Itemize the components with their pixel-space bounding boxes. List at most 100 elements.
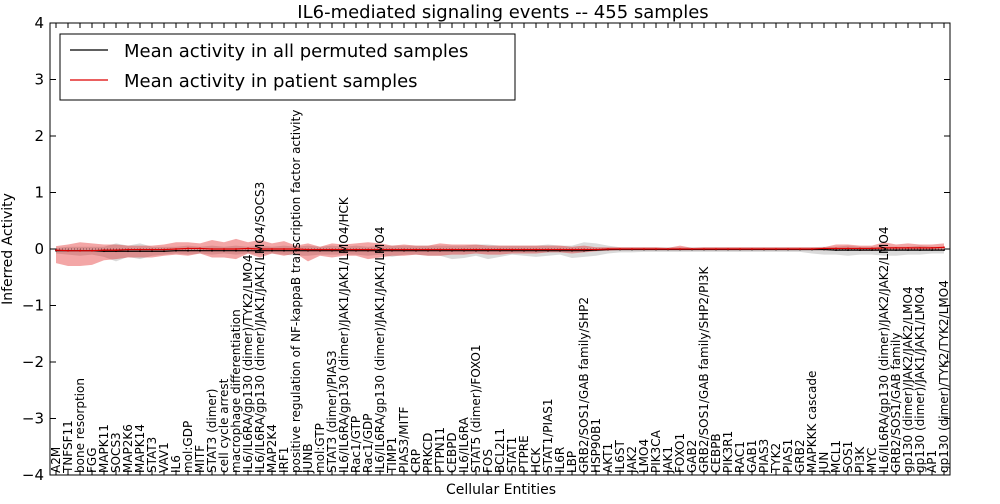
- x-category-label: MCL1: [829, 440, 843, 473]
- data-point-patient: [775, 248, 777, 250]
- data-point-patient: [439, 248, 441, 251]
- data-point-patient: [511, 248, 513, 251]
- data-point-patient: [859, 247, 861, 250]
- data-point-patient: [247, 247, 249, 250]
- data-point-patient: [103, 249, 105, 252]
- data-point-permuted: [859, 249, 861, 252]
- x-category-label: bone resorption: [73, 378, 87, 473]
- data-point-patient: [607, 248, 609, 250]
- data-point-patient: [391, 248, 393, 251]
- x-category-label: PTPN11: [433, 427, 447, 473]
- x-category-label: STAT3 (dimer): [205, 389, 219, 473]
- data-point-patient: [499, 248, 501, 251]
- x-category-label: MITF: [193, 445, 207, 473]
- data-point-patient: [127, 248, 129, 251]
- data-point-patient: [811, 248, 813, 250]
- data-point-patient: [703, 248, 705, 250]
- x-category-label: RAC1: [733, 441, 747, 473]
- data-point-patient: [487, 248, 489, 251]
- x-category-label: PIAS3/MITF: [397, 406, 411, 473]
- plot-area-frame: [49, 22, 951, 476]
- data-point-permuted: [187, 249, 189, 252]
- data-point-patient: [403, 248, 405, 251]
- x-category-label: IL6R: [553, 447, 567, 473]
- data-point-patient: [571, 248, 573, 251]
- x-category-label: HSP90B1: [589, 418, 603, 473]
- data-point-patient: [643, 248, 645, 250]
- data-point-patient: [475, 248, 477, 251]
- legend: Mean activity in all permuted samples Me…: [59, 33, 516, 101]
- data-point-permuted: [271, 249, 273, 252]
- data-point-permuted: [871, 249, 873, 252]
- data-point-patient: [139, 248, 141, 251]
- band-patient: [56, 238, 944, 266]
- data-point-patient: [871, 247, 873, 250]
- x-category-label: IL6: [169, 455, 183, 473]
- x-category-label: GRB2/SOS1/GAB family/SHP2/PI3K: [697, 265, 711, 473]
- x-category-label: STAT3: [145, 437, 159, 473]
- x-category-label: GRB2: [793, 439, 807, 473]
- x-category-label: JUNB: [301, 443, 315, 474]
- x-category-label: TNFSF11: [61, 420, 75, 474]
- data-point-patient: [115, 249, 117, 252]
- y-tick-label: −1: [22, 297, 44, 315]
- data-point-patient: [175, 248, 177, 250]
- data-point-permuted: [247, 249, 249, 252]
- data-point-patient: [619, 248, 621, 250]
- legend-box: [59, 33, 516, 101]
- x-category-label: IL6/IL6RA/gp130 (dimer)/JAK1/JAK1/LMO4: [373, 227, 387, 473]
- data-point-permuted: [151, 250, 153, 253]
- x-category-label: GAB2: [685, 440, 699, 473]
- x-category-label: CEBPD: [445, 432, 459, 473]
- x-category-label: STAT1/PIAS1: [541, 398, 555, 473]
- data-point-patient: [907, 246, 909, 249]
- data-point-patient: [547, 248, 549, 251]
- x-category-label: gp130 (dimer)/JAK2/JAK2/LMO4: [901, 286, 915, 473]
- data-point-patient: [895, 246, 897, 249]
- x-category-label: PRKCD: [421, 433, 435, 473]
- data-point-patient: [679, 248, 681, 250]
- data-point-patient: [235, 248, 237, 250]
- data-point-patient: [151, 248, 153, 251]
- x-category-label: FGG: [85, 448, 99, 474]
- data-point-patient: [427, 248, 429, 251]
- x-category-label: FOS: [481, 449, 495, 473]
- x-category-label: cell cycle arrest: [217, 378, 231, 473]
- lines-layer: [55, 246, 945, 253]
- chart-title: IL6-mediated signaling events -- 455 sam…: [297, 2, 708, 23]
- data-point-patient: [451, 248, 453, 251]
- data-point-patient: [631, 248, 633, 250]
- data-point-patient: [283, 248, 285, 250]
- data-point-patient: [727, 248, 729, 250]
- data-point-patient: [691, 248, 693, 250]
- data-point-patient: [187, 247, 189, 250]
- data-point-patient: [667, 248, 669, 250]
- data-point-patient: [535, 248, 537, 251]
- data-point-permuted: [139, 250, 141, 253]
- data-point-patient: [655, 248, 657, 250]
- x-category-label: mol:GTP: [313, 423, 327, 473]
- data-point-patient: [931, 246, 933, 249]
- y-axis-title: Inferred Activity: [0, 193, 16, 305]
- x-category-label: PIK3R1: [721, 431, 735, 473]
- data-point-patient: [163, 248, 165, 251]
- data-point-patient: [883, 246, 885, 249]
- data-point-patient: [559, 248, 561, 251]
- data-point-patient: [223, 248, 225, 250]
- band-permuted: [56, 242, 944, 262]
- data-point-permuted: [883, 249, 885, 252]
- x-category-label: TYK2: [769, 443, 783, 474]
- data-point-patient: [79, 249, 81, 252]
- x-category-label: AP1: [925, 450, 939, 473]
- data-point-patient: [787, 248, 789, 250]
- data-point-patient: [415, 248, 417, 251]
- x-category-label: macrophage differentiation: [229, 309, 243, 473]
- x-category-label: Rac1/GDP: [361, 414, 375, 473]
- x-category-label: MAPK11: [97, 424, 111, 473]
- data-point-patient: [55, 249, 57, 252]
- data-point-permuted: [931, 249, 933, 252]
- x-category-label: PI3K: [853, 446, 867, 473]
- data-point-permuted: [211, 249, 213, 252]
- x-category-label: IL6/IL6RA: [457, 416, 471, 473]
